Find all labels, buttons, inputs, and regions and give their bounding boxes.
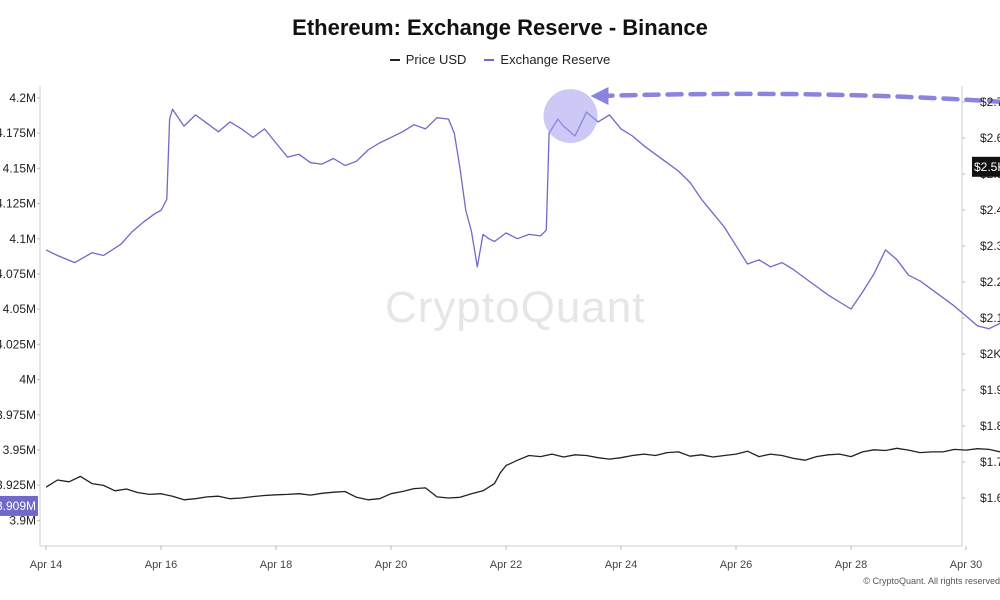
right-tick-label: $2.1K [980, 311, 1000, 325]
x-tick-label: Apr 26 [720, 559, 752, 571]
left-current-value-bg [0, 495, 38, 516]
right-tick-label: $2.3K [980, 239, 1000, 253]
left-tick-label: 3.9M [9, 513, 36, 527]
left-current-value-badge: 3.909M [0, 495, 38, 516]
watermark: CryptoQuant [385, 283, 646, 332]
exchange-reserve-line [45, 108, 1000, 330]
left-tick-label: 4.175M [0, 126, 36, 140]
right-tick-label: $2.2K [980, 275, 1000, 289]
left-tick-label: 4.05M [3, 302, 36, 316]
right-tick-label: $2.7K [980, 95, 1000, 109]
legend-item-price[interactable]: Price USD [389, 52, 467, 67]
legend-label-reserve: Exchange Reserve [500, 52, 611, 67]
right-current-value-badge: $2.5K [972, 156, 1000, 177]
left-current-value-text: 3.909M [0, 499, 36, 513]
right-current-value-bg [972, 156, 1000, 177]
left-tick-label: 3.95M [3, 443, 36, 457]
highlight-circle-peak [543, 89, 598, 144]
right-tick-label: $1.9K [980, 383, 1000, 397]
arrowhead-start-icon [590, 87, 609, 105]
legend-item-reserve[interactable]: Exchange Reserve [484, 52, 610, 67]
right-tick-label: $2.4K [980, 203, 1000, 217]
legend-swatch-price [389, 58, 400, 61]
chart-title: Ethereum: Exchange Reserve - Binance [292, 15, 708, 40]
x-tick-label: Apr 16 [145, 559, 177, 571]
right-tick-label: $1.6K [980, 491, 1000, 505]
x-tick-label: Apr 30 [950, 559, 982, 571]
left-tick-label: 4.2M [9, 91, 36, 105]
x-tick-label: Apr 22 [490, 559, 522, 571]
right-tick-label: $2.6K [980, 131, 1000, 145]
right-tick-label: $1.7K [980, 455, 1000, 469]
x-tick-label: Apr 28 [835, 559, 867, 571]
x-tick-label: Apr 20 [375, 559, 407, 571]
right-tick-label: $1.8K [980, 419, 1000, 433]
left-tick-label: 3.975M [0, 408, 36, 422]
x-tick-label: Apr 14 [30, 559, 62, 571]
legend: Price USD Exchange Reserve [0, 52, 1000, 67]
left-tick-label: 4.1M [9, 232, 36, 246]
right-tick-label: $2K [980, 347, 1000, 361]
left-tick-label: 4.125M [0, 197, 36, 211]
copyright-text: © CryptoQuant. All rights reserved [863, 576, 1000, 586]
price-usd-line [45, 447, 1000, 501]
legend-label-price: Price USD [405, 52, 467, 67]
x-tick-label: Apr 24 [605, 559, 637, 571]
left-tick-label: 4.075M [0, 267, 36, 281]
legend-swatch-reserve [484, 58, 495, 61]
right-current-value-text: $2.5K [974, 160, 1000, 174]
left-tick-label: 3.925M [0, 478, 36, 492]
left-tick-label: 4M [19, 373, 36, 387]
trend-arrow-path [596, 91, 1000, 105]
x-tick-label: Apr 18 [260, 559, 292, 571]
left-tick-label: 4.025M [0, 337, 36, 351]
left-tick-label: 4.15M [3, 161, 36, 175]
